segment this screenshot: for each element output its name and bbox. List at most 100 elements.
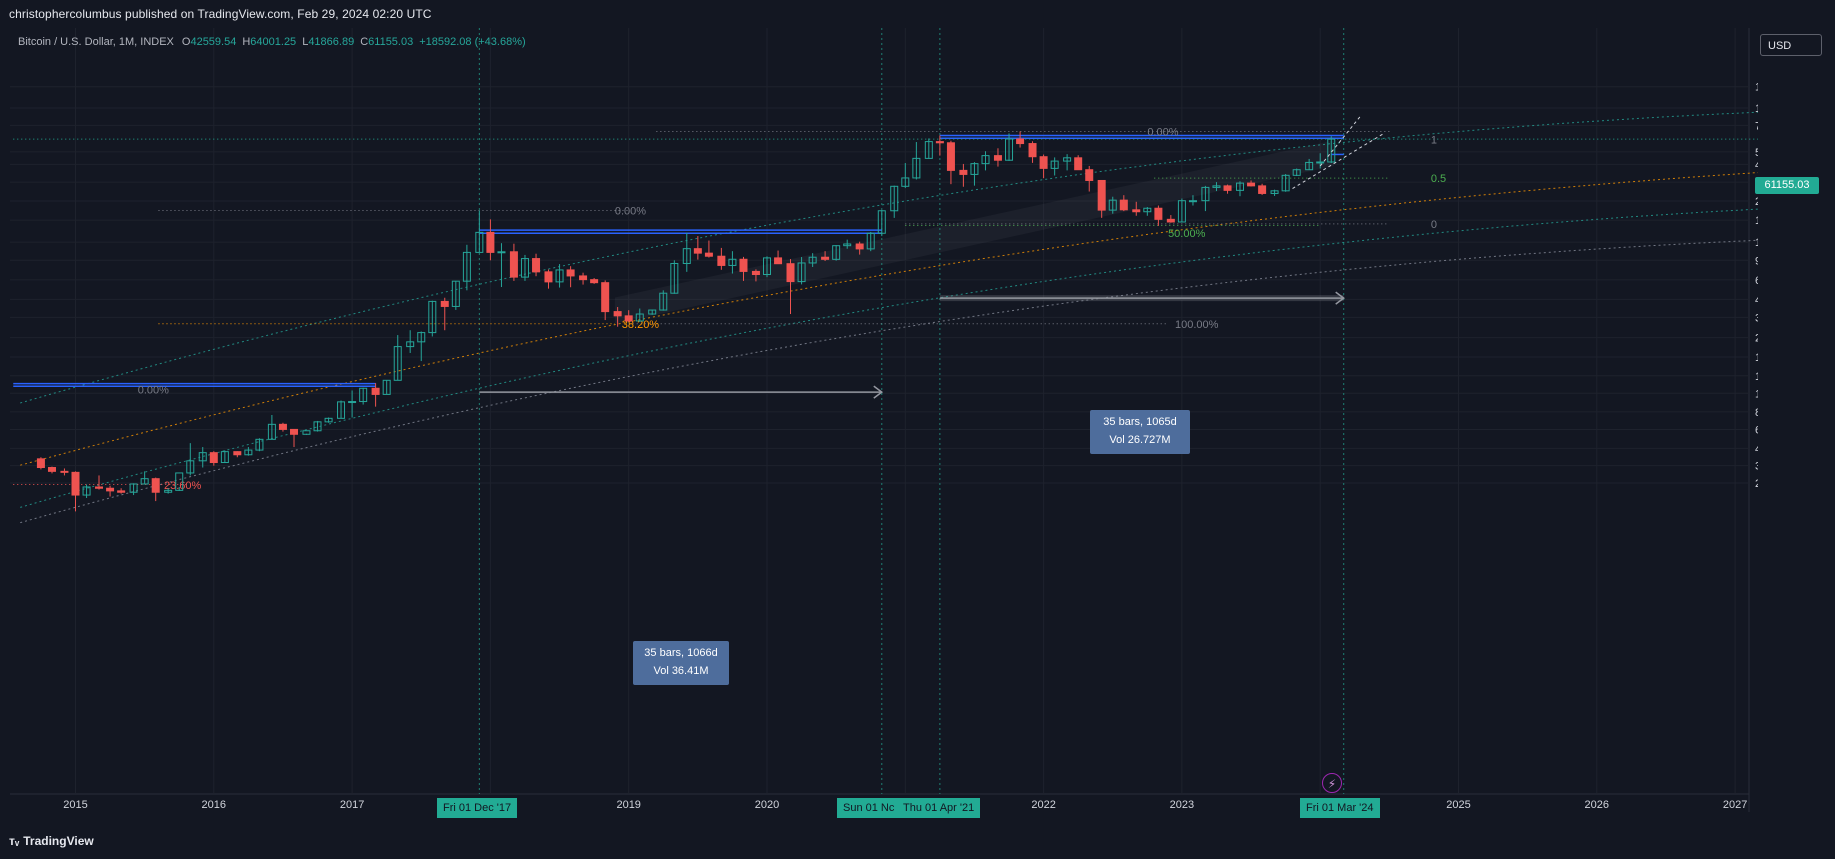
fib-label-0-c: 0.00% <box>1147 126 1178 138</box>
legend-close-label: C <box>360 36 369 48</box>
candle-up <box>1108 199 1117 211</box>
candle-up <box>475 231 484 253</box>
candle-down <box>704 252 713 257</box>
candle-down <box>1097 179 1106 211</box>
candle-down <box>117 490 126 493</box>
candle-up <box>635 313 644 322</box>
upper-log-curve <box>20 111 1758 404</box>
candle-down <box>717 255 726 266</box>
candle-down <box>209 452 218 464</box>
candle-up <box>843 243 852 247</box>
candle-up <box>866 232 875 250</box>
candle-up <box>1270 190 1279 194</box>
candle-up <box>220 451 229 464</box>
trend-line-2 <box>1319 114 1363 167</box>
ohlc-legend: Bitcoin / U.S. Dollar, 1M, INDEX O42559.5… <box>18 36 532 48</box>
range-arrow-2-head <box>1335 291 1345 305</box>
candle-down <box>1028 143 1037 158</box>
range-band-2 <box>939 295 1344 302</box>
candle-up <box>1188 200 1197 203</box>
candle-down <box>95 486 104 489</box>
candle-up <box>901 177 910 187</box>
candle-up <box>1005 138 1014 161</box>
candle-down <box>821 256 830 260</box>
candle-down <box>1132 209 1141 213</box>
tradingview-brand: TradingView <box>23 834 94 848</box>
candle-down <box>959 169 968 175</box>
y-tick-label: 6600.00 <box>1755 275 1758 287</box>
candle-down <box>786 263 795 283</box>
y-tick-label: 1450.00 <box>1755 371 1758 383</box>
candle-down <box>579 275 588 281</box>
candle-down <box>440 300 449 307</box>
y-tick-label: 100000.00 <box>1755 103 1758 115</box>
candle-up <box>417 332 426 343</box>
candle-up <box>659 292 668 311</box>
legend-symbol: Bitcoin / U.S. Dollar, 1M, INDEX <box>18 36 174 48</box>
legend-change: +18592.08 (+43.68%) <box>419 36 526 48</box>
candle-up <box>1327 138 1336 163</box>
x-tick-label: 2026 <box>1585 799 1609 811</box>
candle-up <box>497 251 506 254</box>
y-tick-label: 23000.00 <box>1755 196 1758 208</box>
legend-open-label: O <box>181 36 191 48</box>
candle-up <box>1235 182 1244 191</box>
candle-down <box>1039 156 1048 169</box>
trend-channel-fill <box>614 140 1335 324</box>
candle-up <box>648 309 657 315</box>
x-tick-label: 2015 <box>63 799 87 811</box>
legend-open: 42559.54 <box>190 36 237 48</box>
y-tick-label: 3650.00 <box>1755 312 1758 324</box>
measure-1-vol: Vol 36.41M <box>653 665 709 677</box>
legend-low: 41866.89 <box>308 36 355 48</box>
date-tag-dec-17: Fri 01 Dec '17 <box>437 798 518 818</box>
chart-area[interactable]: 0.00% 0.00% 0.00% 38.20% 50.00% 100.00% 23.60%… <box>10 28 1758 812</box>
candle-up <box>970 163 979 175</box>
top-bar: christophercolumbus published on Trading… <box>0 0 1835 28</box>
candle-down <box>233 451 242 456</box>
measure-box-2[interactable]: 35 bars, 1065d Vol 26.727M <box>1090 410 1190 454</box>
candle-up <box>175 472 184 491</box>
y-tick-label: 820.00 <box>1755 407 1758 419</box>
y-tick-label: 266.00 <box>1755 478 1758 490</box>
candle-down <box>774 257 783 265</box>
measure-box-1[interactable]: 35 bars, 1066d Vol 36.41M <box>633 641 729 685</box>
y-tick-label: 17000.00 <box>1755 215 1758 227</box>
tradingview-logo[interactable]: ᴛᵥ TradingView <box>9 834 94 848</box>
y-tick-label: 1950.00 <box>1755 352 1758 364</box>
measure-2-bars: 35 bars, 1065d <box>1103 416 1177 428</box>
y-tick-label: 9000.00 <box>1755 255 1758 267</box>
x-tick-label: 2020 <box>755 799 779 811</box>
candle-down <box>151 478 160 493</box>
publisher-line: christophercolumbus published on Trading… <box>9 7 432 21</box>
candle-up <box>728 258 737 266</box>
fib-label-100: 100.00% <box>1175 319 1219 331</box>
x-tick-label: 2025 <box>1446 799 1470 811</box>
candle-up <box>1177 200 1186 223</box>
candle-up <box>129 483 138 493</box>
fib-label-0-b: 0.00% <box>138 384 169 396</box>
candle-down <box>993 155 1002 161</box>
candle-up <box>140 478 149 485</box>
legend-high-label: H <box>242 36 251 48</box>
y-tick-label: 460.00 <box>1755 443 1758 455</box>
candle-up <box>382 379 391 395</box>
measure-1-bars: 35 bars, 1066d <box>644 647 718 659</box>
lightning-icon[interactable]: ⚡ <box>1322 773 1342 793</box>
candle-up <box>555 269 564 283</box>
x-tick-label: 2022 <box>1031 799 1055 811</box>
candle-up <box>244 449 253 456</box>
candle-down <box>544 271 553 283</box>
candle-down <box>371 387 380 395</box>
candle-up <box>1281 174 1290 192</box>
candle-up <box>337 401 346 419</box>
candle-down <box>613 311 622 317</box>
currency-button[interactable]: USD <box>1760 34 1822 56</box>
candle-down <box>1223 185 1232 191</box>
candle-down <box>624 315 633 322</box>
candle-up <box>1316 161 1325 164</box>
candle-down <box>1016 138 1025 145</box>
candlestick-chart[interactable]: 0.00%0.00%0.00%38.20%50.00%100.00%23.60%… <box>10 28 1758 812</box>
y-tick-label: 620.00 <box>1755 425 1758 437</box>
candle-up <box>797 262 806 283</box>
